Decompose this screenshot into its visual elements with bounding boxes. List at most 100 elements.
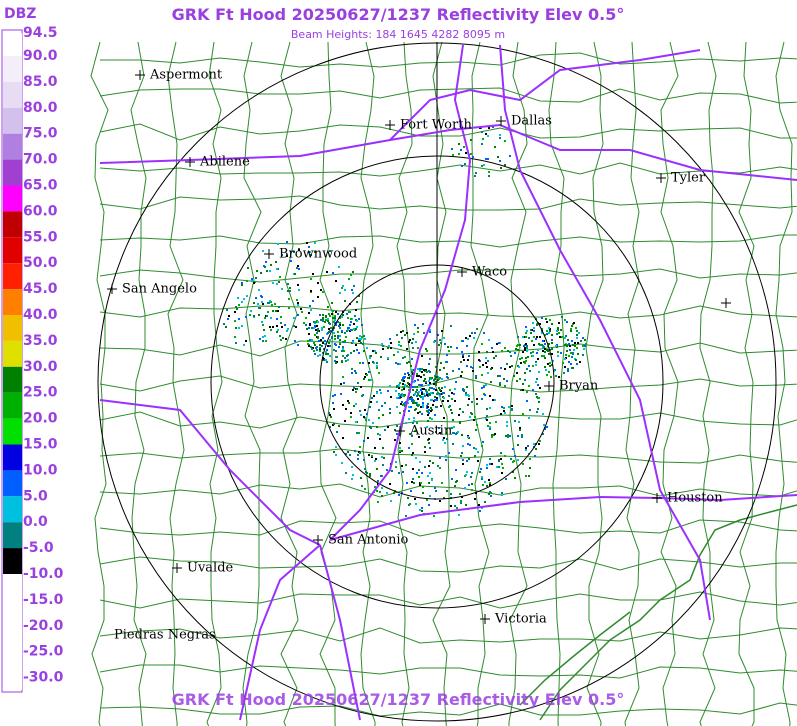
echo — [511, 365, 513, 367]
echo — [377, 501, 379, 503]
echo — [298, 268, 300, 270]
echo — [269, 326, 271, 328]
echo — [402, 404, 404, 406]
echo — [419, 461, 421, 463]
echo — [417, 368, 419, 370]
echo — [405, 464, 407, 466]
echo — [491, 463, 493, 465]
echo — [549, 365, 551, 367]
echo — [346, 313, 348, 315]
echo — [401, 465, 403, 467]
echo — [428, 442, 430, 444]
echo — [344, 357, 346, 359]
legend-swatch — [3, 185, 22, 212]
echo — [401, 337, 403, 339]
echo — [282, 337, 284, 339]
echo — [465, 392, 467, 394]
echo — [380, 475, 382, 477]
echo — [517, 444, 519, 446]
echo — [411, 435, 413, 437]
echo — [358, 340, 360, 342]
county-line — [280, 41, 299, 726]
echo — [389, 338, 391, 340]
echo — [319, 347, 321, 349]
echo — [526, 347, 528, 349]
echo — [508, 406, 510, 408]
echo — [573, 322, 575, 324]
echo — [444, 343, 446, 345]
echo — [251, 278, 253, 280]
echo — [258, 289, 260, 291]
legend-swatch — [3, 444, 22, 471]
echo — [380, 356, 382, 358]
echo — [387, 426, 389, 428]
echo — [417, 412, 419, 414]
echo — [441, 378, 443, 380]
county-line — [99, 305, 797, 319]
echo — [520, 362, 522, 364]
county-line — [167, 41, 185, 726]
echo — [496, 466, 498, 468]
echo — [288, 307, 290, 309]
echo — [381, 343, 383, 345]
echo — [351, 478, 353, 480]
county-line — [699, 41, 717, 726]
echo — [421, 472, 423, 474]
echo — [342, 348, 344, 350]
echo — [429, 472, 431, 474]
echo — [464, 487, 466, 489]
echo — [415, 391, 417, 393]
echo — [445, 455, 447, 457]
echo — [451, 427, 453, 429]
echo — [574, 345, 576, 347]
echo — [485, 362, 487, 364]
echo — [398, 344, 400, 346]
echo — [547, 363, 549, 365]
echo — [461, 165, 463, 167]
echo — [434, 414, 436, 416]
echo — [467, 436, 469, 438]
echo — [353, 323, 355, 325]
echo — [446, 354, 448, 356]
echo — [267, 311, 269, 313]
echo — [350, 352, 352, 354]
echo — [265, 340, 267, 342]
legend-swatch — [3, 470, 22, 497]
highway — [99, 399, 321, 546]
echo — [361, 324, 363, 326]
echo — [378, 417, 380, 419]
echo — [481, 374, 483, 376]
echo — [431, 479, 433, 481]
echo — [443, 437, 445, 439]
echo — [529, 458, 531, 460]
echo — [481, 398, 483, 400]
echo — [348, 402, 350, 404]
echo — [364, 376, 366, 378]
echo — [404, 402, 406, 404]
echo — [463, 146, 465, 148]
echo — [424, 451, 426, 453]
echo — [486, 464, 488, 466]
echo — [325, 359, 327, 361]
legend-unit: DBZ — [4, 6, 36, 22]
echo — [432, 462, 434, 464]
echo — [411, 454, 413, 456]
echo — [401, 450, 403, 452]
echo — [462, 388, 464, 390]
city-marker — [544, 381, 554, 391]
echo — [426, 499, 428, 501]
echo — [524, 372, 526, 374]
echo — [510, 458, 512, 460]
echo — [488, 171, 490, 173]
echo — [340, 393, 342, 395]
echo — [327, 353, 329, 355]
echo — [352, 389, 354, 391]
echo — [585, 343, 587, 345]
echo — [269, 300, 271, 302]
echo — [509, 366, 511, 368]
echo — [279, 335, 281, 337]
echo — [551, 339, 553, 341]
county-line — [130, 41, 147, 726]
echo — [416, 404, 418, 406]
echo — [546, 321, 548, 323]
